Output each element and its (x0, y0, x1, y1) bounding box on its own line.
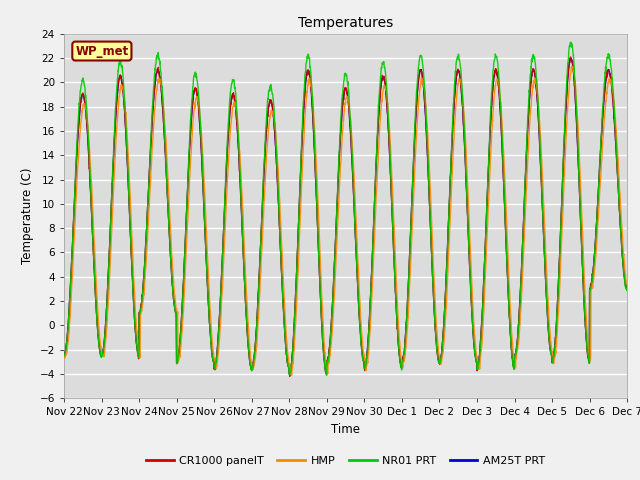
X-axis label: Time: Time (331, 423, 360, 436)
Legend: CR1000 panelT, HMP, NR01 PRT, AM25T PRT: CR1000 panelT, HMP, NR01 PRT, AM25T PRT (141, 451, 550, 470)
Text: WP_met: WP_met (76, 45, 129, 58)
Title: Temperatures: Temperatures (298, 16, 393, 30)
Y-axis label: Temperature (C): Temperature (C) (21, 168, 34, 264)
